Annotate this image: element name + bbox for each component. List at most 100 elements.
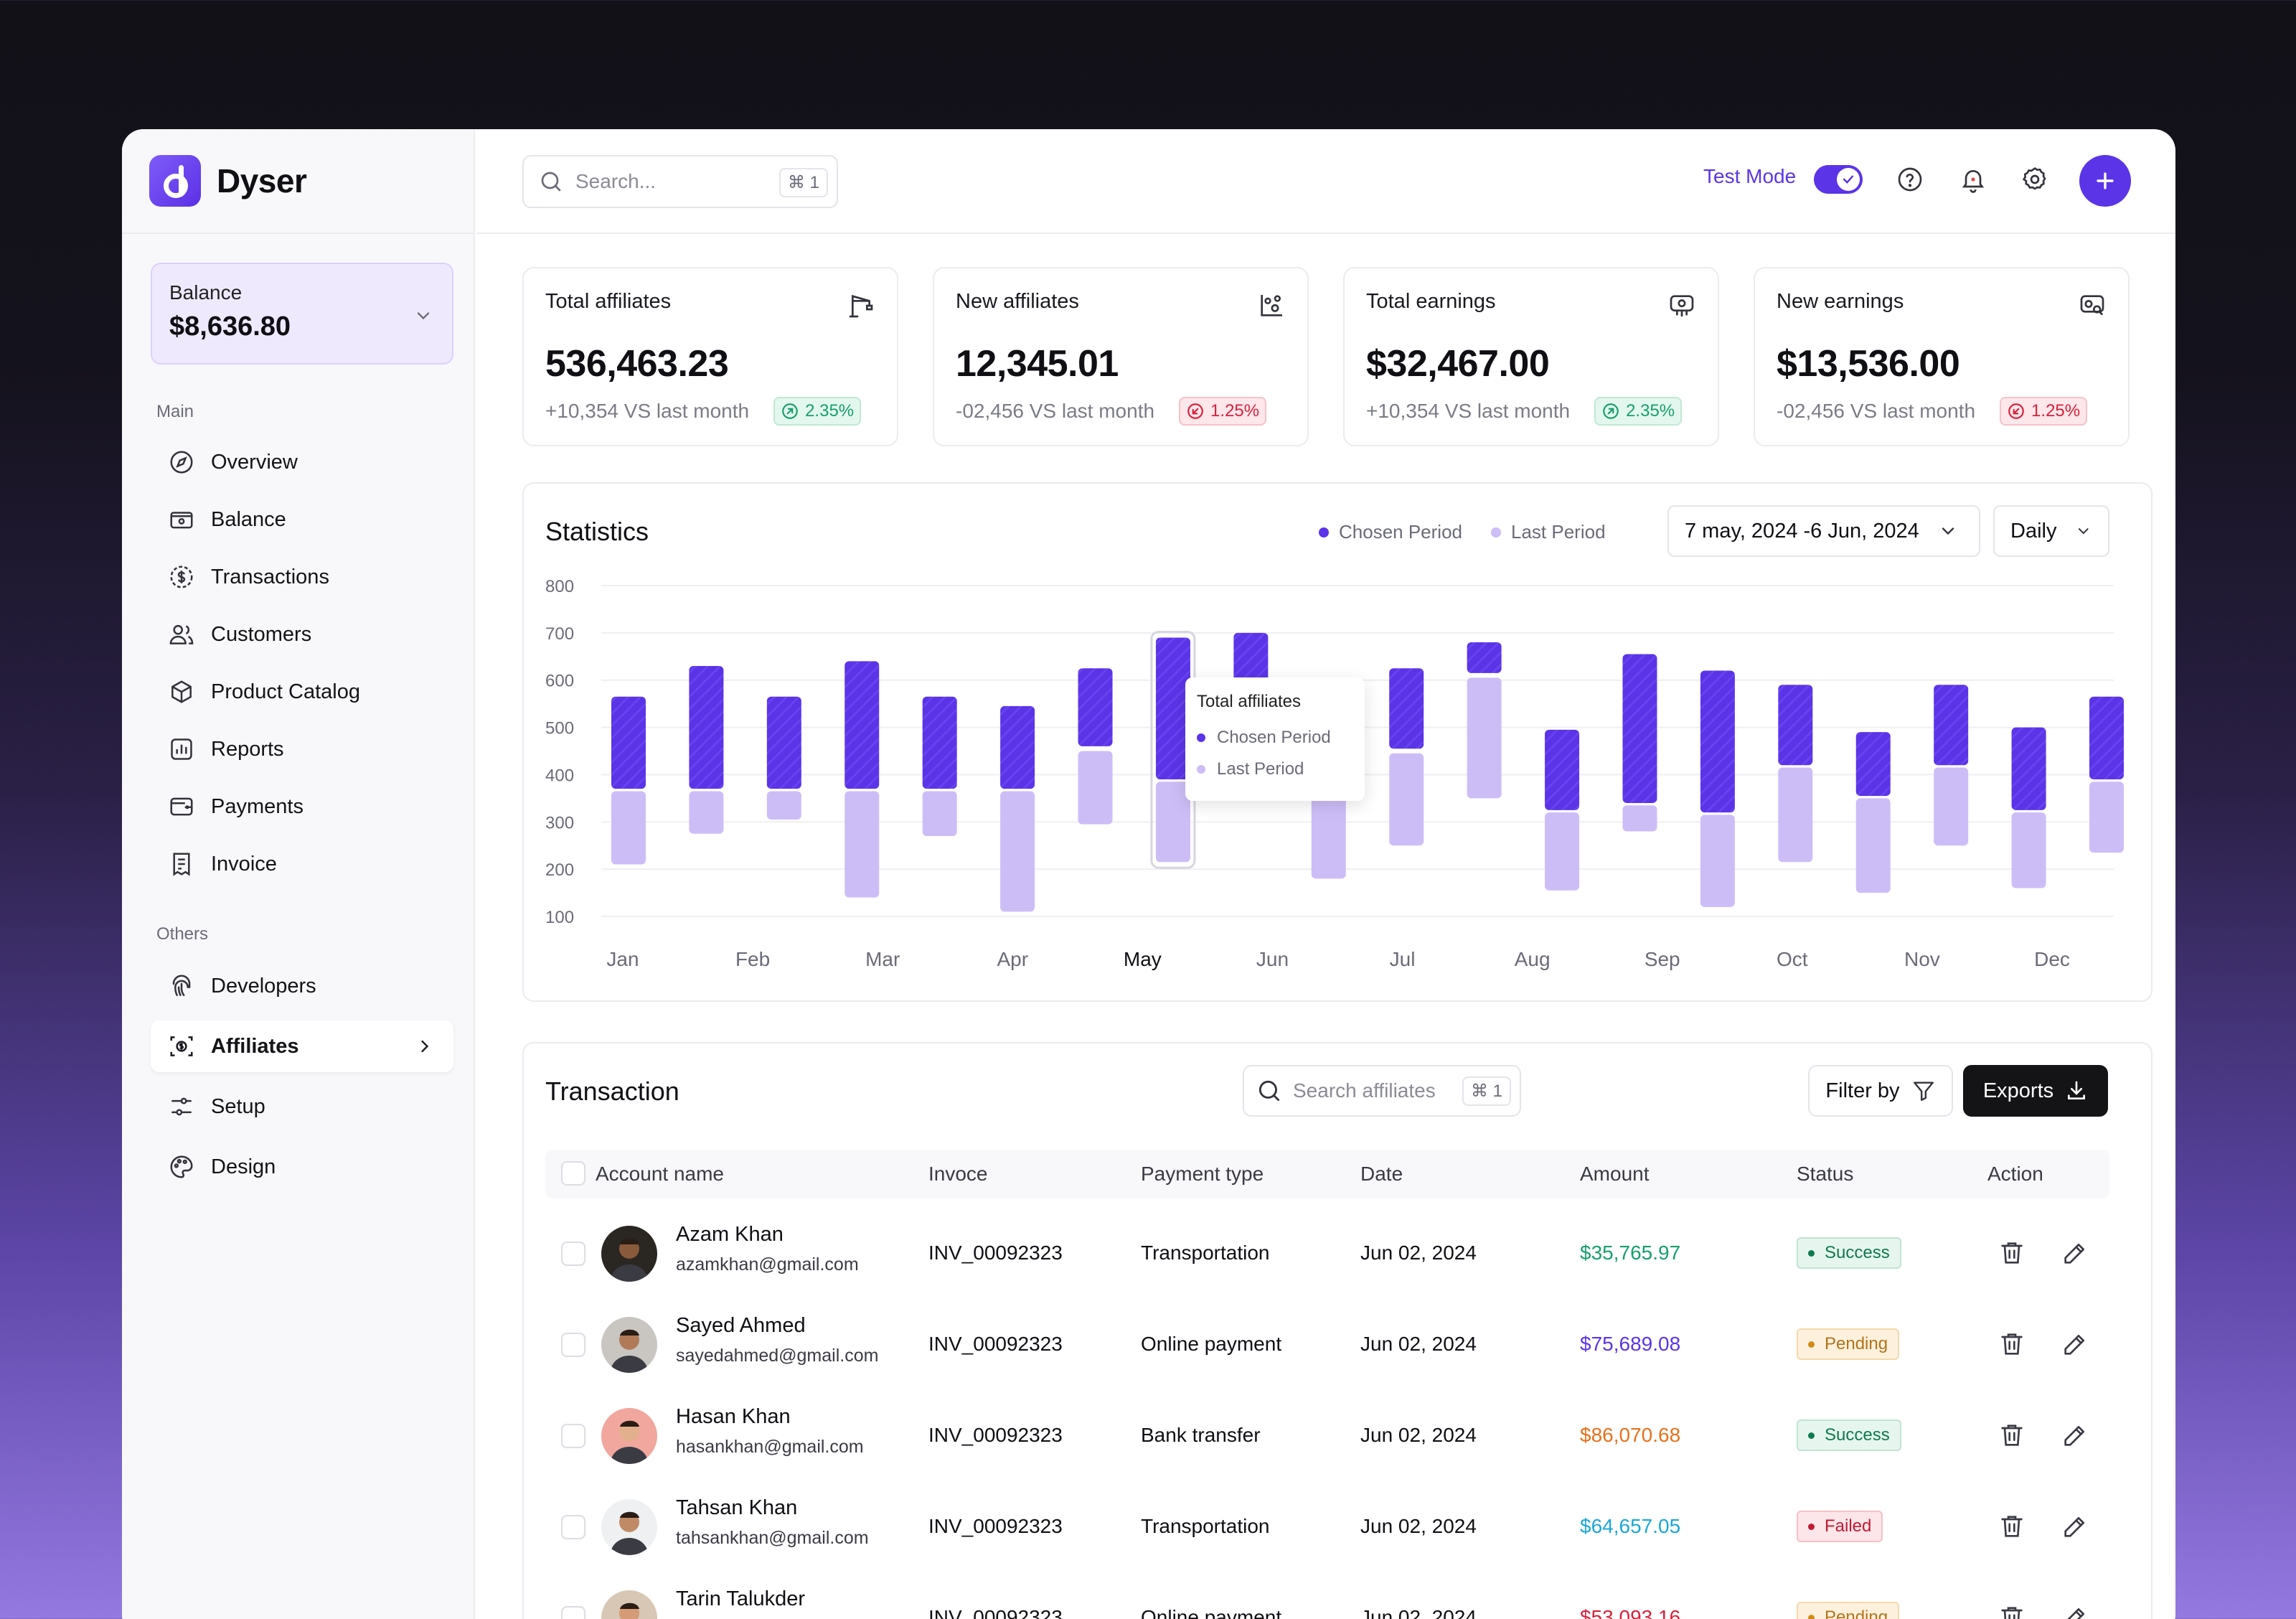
help-button[interactable] [1894, 164, 1926, 195]
table-row[interactable]: Sayed Ahmed sayedahmed@gmail.com INV_00092… [545, 1300, 2109, 1390]
bar-last-period[interactable] [2011, 812, 2046, 888]
bar-chosen-period[interactable] [844, 661, 880, 789]
logo[interactable]: Dyser [149, 155, 307, 207]
edit-icon[interactable] [2061, 1512, 2089, 1541]
affiliate-search-input[interactable]: Search affiliates [1293, 1079, 1436, 1102]
bar-chosen-period[interactable] [611, 696, 646, 789]
sidebar-item-developers[interactable]: Developers [151, 960, 453, 1012]
bar-last-period[interactable] [1934, 767, 1969, 846]
sidebar-item-reports[interactable]: Reports [151, 723, 453, 775]
trash-icon[interactable] [1998, 1330, 2026, 1358]
sidebar-item-design[interactable]: Design [151, 1141, 453, 1193]
column-header[interactable]: Account name [596, 1163, 724, 1185]
sidebar-item-product-catalog[interactable]: Product Catalog [151, 666, 453, 718]
sidebar-item-balance[interactable]: Balance [151, 494, 453, 545]
bar-chosen-period[interactable] [1545, 729, 1580, 810]
bar-last-period[interactable] [1311, 782, 1346, 879]
sidebar-item-transactions[interactable]: Transactions [151, 551, 453, 603]
search-input[interactable]: Search... [575, 170, 657, 192]
settings-button[interactable] [2019, 164, 2051, 195]
bar-chosen-period[interactable] [1622, 654, 1657, 803]
filter-button[interactable]: Filter by [1808, 1065, 1953, 1117]
bar-chosen-period[interactable] [1000, 705, 1035, 789]
x-tick-label: Nov [1904, 948, 1940, 970]
date-range-select[interactable]: 7 may, 2024 -6 Jun, 2024 [1667, 505, 1980, 557]
bar-last-period[interactable] [922, 791, 957, 837]
bar-last-period[interactable] [1622, 805, 1657, 832]
trash-icon[interactable] [1998, 1512, 2026, 1541]
row-checkbox[interactable] [561, 1606, 585, 1619]
bar-chosen-period[interactable] [689, 665, 724, 789]
table-row[interactable]: Tahsan Khan tahsankhan@gmail.com INV_00092… [545, 1482, 2109, 1572]
edit-icon[interactable] [2061, 1421, 2089, 1450]
bar-chosen-period[interactable] [1855, 732, 1891, 797]
bar-chosen-period[interactable] [1155, 637, 1190, 780]
bar-last-period[interactable] [611, 791, 646, 865]
table-row[interactable]: Hasan Khan hasankhan@gmail.com INV_0009232… [545, 1391, 2109, 1481]
trash-icon[interactable] [1998, 1603, 2026, 1619]
export-button[interactable]: Exports [1963, 1065, 2108, 1117]
row-checkbox[interactable] [561, 1242, 585, 1266]
bar-last-period[interactable] [1700, 815, 1735, 907]
bar-chosen-period[interactable] [2089, 696, 2124, 780]
row-checkbox[interactable] [561, 1333, 585, 1357]
bar-chosen-period[interactable] [922, 696, 957, 789]
sidebar-item-affiliates[interactable]: Affiliates [151, 1020, 453, 1072]
bar-chosen-period[interactable] [1778, 685, 1813, 766]
sidebar-item-label: Overview [211, 450, 298, 474]
bar-chosen-period[interactable] [766, 696, 801, 789]
bar-chosen-period[interactable] [1467, 642, 1502, 673]
bar-chosen-period[interactable] [2011, 727, 2046, 810]
edit-icon[interactable] [2061, 1239, 2089, 1267]
add-button[interactable] [2079, 155, 2131, 207]
bar-chosen-period[interactable] [1934, 685, 1969, 766]
trash-icon[interactable] [1998, 1239, 2026, 1267]
notifications-button[interactable] [1957, 164, 1989, 195]
sidebar-item-payments[interactable]: Payments [151, 781, 453, 832]
affiliate-search[interactable]: Search affiliates ⌘ 1 [1243, 1065, 1521, 1117]
tooltip-item: Chosen Period [1217, 728, 1331, 747]
column-header[interactable]: Invoce [928, 1163, 988, 1185]
bar-last-period[interactable] [1389, 753, 1424, 846]
bar-last-period[interactable] [1545, 812, 1580, 891]
row-checkbox[interactable] [561, 1424, 585, 1448]
bar-chosen-period[interactable] [1078, 668, 1113, 746]
sidebar-item-setup[interactable]: Setup [151, 1081, 453, 1132]
row-checkbox[interactable] [561, 1515, 585, 1539]
global-search[interactable]: Search... ⌘ 1 [522, 155, 838, 208]
column-header[interactable]: Action [1987, 1163, 2043, 1185]
sidebar-item-overview[interactable]: Overview [151, 436, 453, 488]
stat-card-value: $13,536.00 [1777, 343, 1960, 385]
bar-last-period[interactable] [1155, 782, 1190, 863]
edit-icon[interactable] [2061, 1330, 2089, 1358]
bar-chosen-period[interactable] [1700, 670, 1735, 813]
balance-selector[interactable]: Balance $8,636.80 [151, 263, 453, 365]
bar-last-period[interactable] [1000, 791, 1035, 912]
table-row[interactable]: Azam Khan azamkhan@gmail.com INV_00092323 T… [545, 1209, 2109, 1299]
table-row[interactable]: Tarin Talukdertarintalukder@gmail.comINV… [545, 1573, 2109, 1619]
bar-last-period[interactable] [766, 791, 801, 820]
sidebar-item-customers[interactable]: Customers [151, 609, 453, 660]
bar-last-period[interactable] [844, 791, 880, 898]
edit-icon[interactable] [2061, 1603, 2089, 1619]
bar-last-period[interactable] [1467, 677, 1502, 799]
bar-last-period[interactable] [1078, 751, 1113, 825]
column-header[interactable]: Status [1797, 1163, 1854, 1185]
column-header[interactable]: Payment type [1141, 1163, 1264, 1185]
bar-chosen-period[interactable] [1389, 668, 1424, 749]
bar-last-period[interactable] [1778, 767, 1813, 863]
select-all-checkbox[interactable] [561, 1161, 585, 1186]
column-header[interactable]: Date [1360, 1163, 1403, 1185]
y-tick-label: 100 [545, 908, 574, 927]
bar-last-period[interactable] [1855, 798, 1891, 893]
granularity-select[interactable]: Daily [1993, 505, 2109, 557]
test-mode-toggle[interactable] [1814, 165, 1863, 194]
column-header[interactable]: Amount [1580, 1163, 1650, 1185]
chevron-down-icon [2079, 528, 2089, 535]
bar-last-period[interactable] [2089, 782, 2124, 853]
sidebar-item-invoice[interactable]: Invoice [151, 838, 453, 890]
status-badge: Pending [1797, 1602, 1900, 1619]
trash-icon[interactable] [1998, 1421, 2026, 1450]
bar-last-period[interactable] [689, 791, 724, 834]
receipt-icon [173, 853, 190, 876]
